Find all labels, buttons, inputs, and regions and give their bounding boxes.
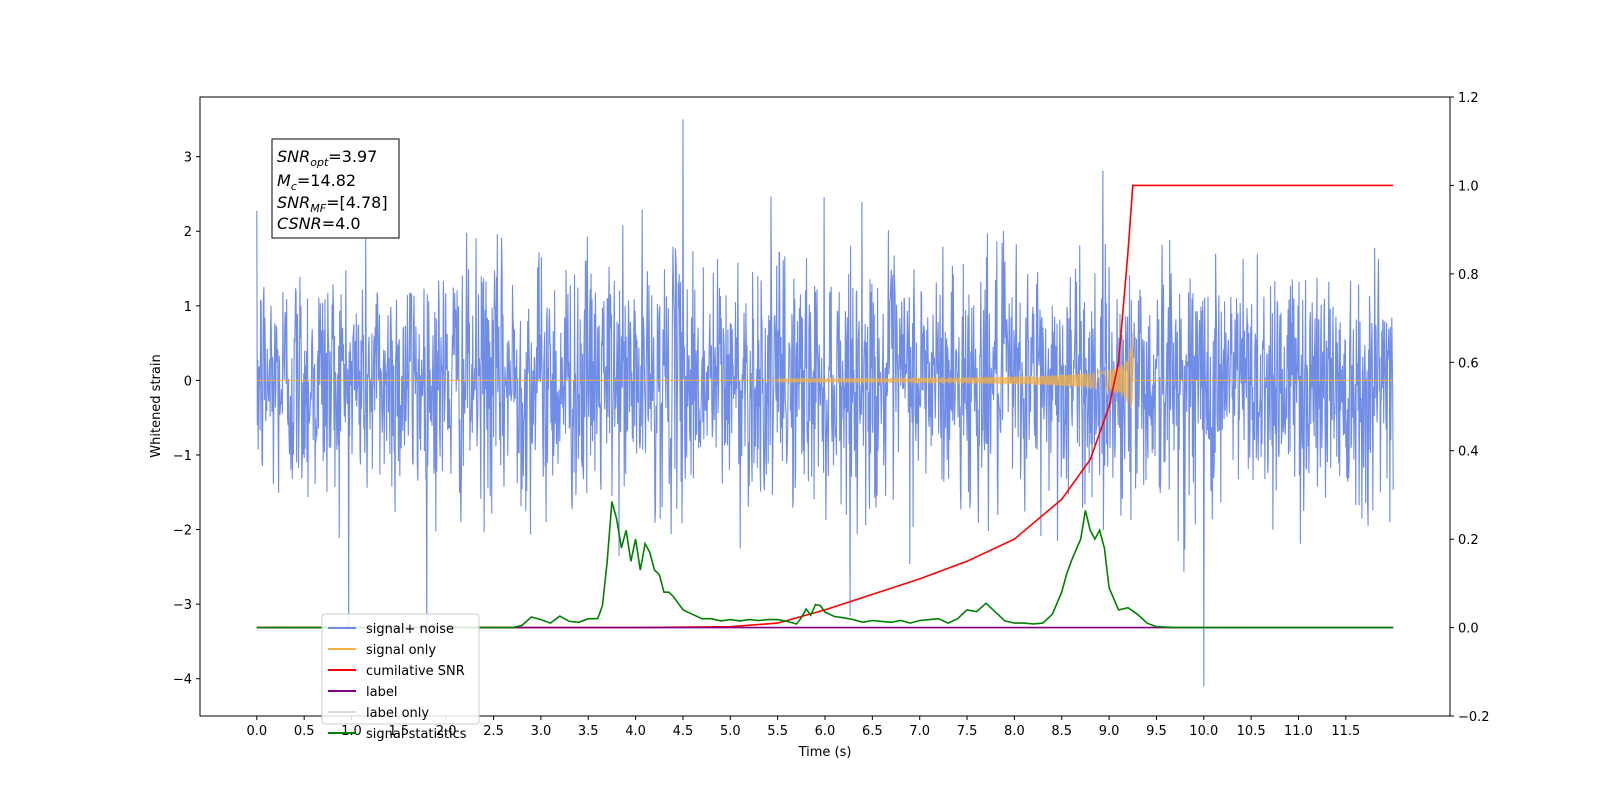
series-signal-statistics-line — [256, 501, 1394, 629]
legend-frame — [321, 613, 480, 725]
x-tick-label: 1.0 — [341, 724, 362, 739]
y2-tick-label: 0.4 — [1458, 445, 1479, 460]
legend-label: signal+ noise — [366, 622, 454, 637]
y-axis-right: −0.2 0.0 0.2 0.4 0.6 0.8 1.0 1.2 — [1450, 91, 1490, 725]
series-signal-noise-line — [256, 119, 1394, 687]
x-axis: 0.0 0.5 1.0 1.5 2.0 2.5 3.0 3.5 4.0 4.5 5.0 5.5 6.0 6… — [246, 716, 1360, 739]
x-tick-label: 2.5 — [483, 724, 504, 739]
y2-tick-label: −0.2 — [1458, 710, 1490, 725]
annotation-snr-mf: SNRMF=[4.78] — [277, 193, 388, 215]
x-tick-label: 8.5 — [1051, 724, 1072, 739]
y-axis-title: Whitened strain — [149, 354, 164, 457]
legend-label: label — [366, 685, 397, 700]
x-tick-label: 4.5 — [673, 724, 694, 739]
legend-item-signal-only: signal only — [328, 643, 436, 658]
x-tick-label: 7.5 — [957, 724, 978, 739]
snr-annotation-box: SNRopt=3.97 Mc=14.82 SNRMF=[4.78] CSNR=4… — [271, 138, 400, 239]
series-cumulative-snr-line — [256, 184, 1394, 629]
y2-tick-label: 0.6 — [1458, 356, 1479, 371]
series-signal-only-line — [256, 332, 1394, 409]
y-tick-label: −4 — [173, 673, 192, 688]
legend-label: label only — [366, 706, 429, 721]
x-tick-label: 6.5 — [862, 724, 883, 739]
x-tick-label: 2.0 — [436, 724, 457, 739]
annotation-frame — [271, 138, 400, 239]
annotation-snr-opt: SNRopt=3.97 — [277, 147, 377, 169]
x-tick-label: 9.0 — [1099, 724, 1120, 739]
x-tick-label: 11.0 — [1284, 724, 1313, 739]
x-axis-title: Time (s) — [798, 745, 852, 760]
y-tick-label: −2 — [173, 524, 192, 539]
legend-label: signal statistics — [366, 727, 467, 742]
x-tick-label: 6.0 — [815, 724, 836, 739]
legend-item-label-only: label only — [328, 706, 429, 721]
legend-item-signal-statistics: signal statistics — [328, 727, 467, 742]
annotation-mc: Mc=14.82 — [277, 171, 356, 193]
x-tick-label: 3.0 — [531, 724, 552, 739]
y-tick-label: 3 — [184, 151, 192, 166]
y2-tick-label: 1.2 — [1458, 91, 1479, 106]
x-tick-label: 3.5 — [578, 724, 599, 739]
legend-label: cumilative SNR — [366, 664, 465, 679]
x-tick-label: 5.0 — [720, 724, 741, 739]
y2-tick-label: 0.8 — [1458, 268, 1479, 283]
legend-item-label: label — [328, 685, 397, 700]
legend-label: signal only — [366, 643, 436, 658]
y-tick-label: 1 — [184, 300, 192, 315]
x-tick-label: 0.0 — [246, 724, 267, 739]
legend: signal+ noise signal only cumilative SNR la… — [321, 613, 480, 742]
legend-item-cumulative-snr: cumilative SNR — [328, 664, 465, 679]
x-tick-label: 8.0 — [1004, 724, 1025, 739]
x-tick-label: 11.5 — [1331, 724, 1360, 739]
y2-tick-label: 1.0 — [1458, 179, 1479, 194]
y-tick-label: 0 — [184, 374, 192, 389]
y2-tick-label: 0.0 — [1458, 622, 1479, 637]
y-tick-label: −3 — [173, 598, 192, 613]
y-axis-left: −4 −3 −2 −1 0 1 2 3 — [173, 151, 200, 688]
y2-tick-label: 0.2 — [1458, 533, 1479, 548]
x-tick-label: 10.5 — [1237, 724, 1266, 739]
x-tick-label: 1.5 — [389, 724, 410, 739]
legend-item-signal-noise: signal+ noise — [328, 622, 454, 637]
x-tick-label: 7.0 — [909, 724, 930, 739]
x-tick-label: 0.5 — [294, 724, 315, 739]
x-tick-label: 5.5 — [767, 724, 788, 739]
x-tick-label: 10.0 — [1189, 724, 1218, 739]
y-tick-label: 2 — [184, 225, 192, 240]
annotation-csnr: CSNR=4.0 — [277, 214, 361, 233]
x-tick-label: 9.5 — [1146, 724, 1167, 739]
x-tick-label: 4.0 — [625, 724, 646, 739]
y-tick-label: −1 — [173, 449, 192, 464]
